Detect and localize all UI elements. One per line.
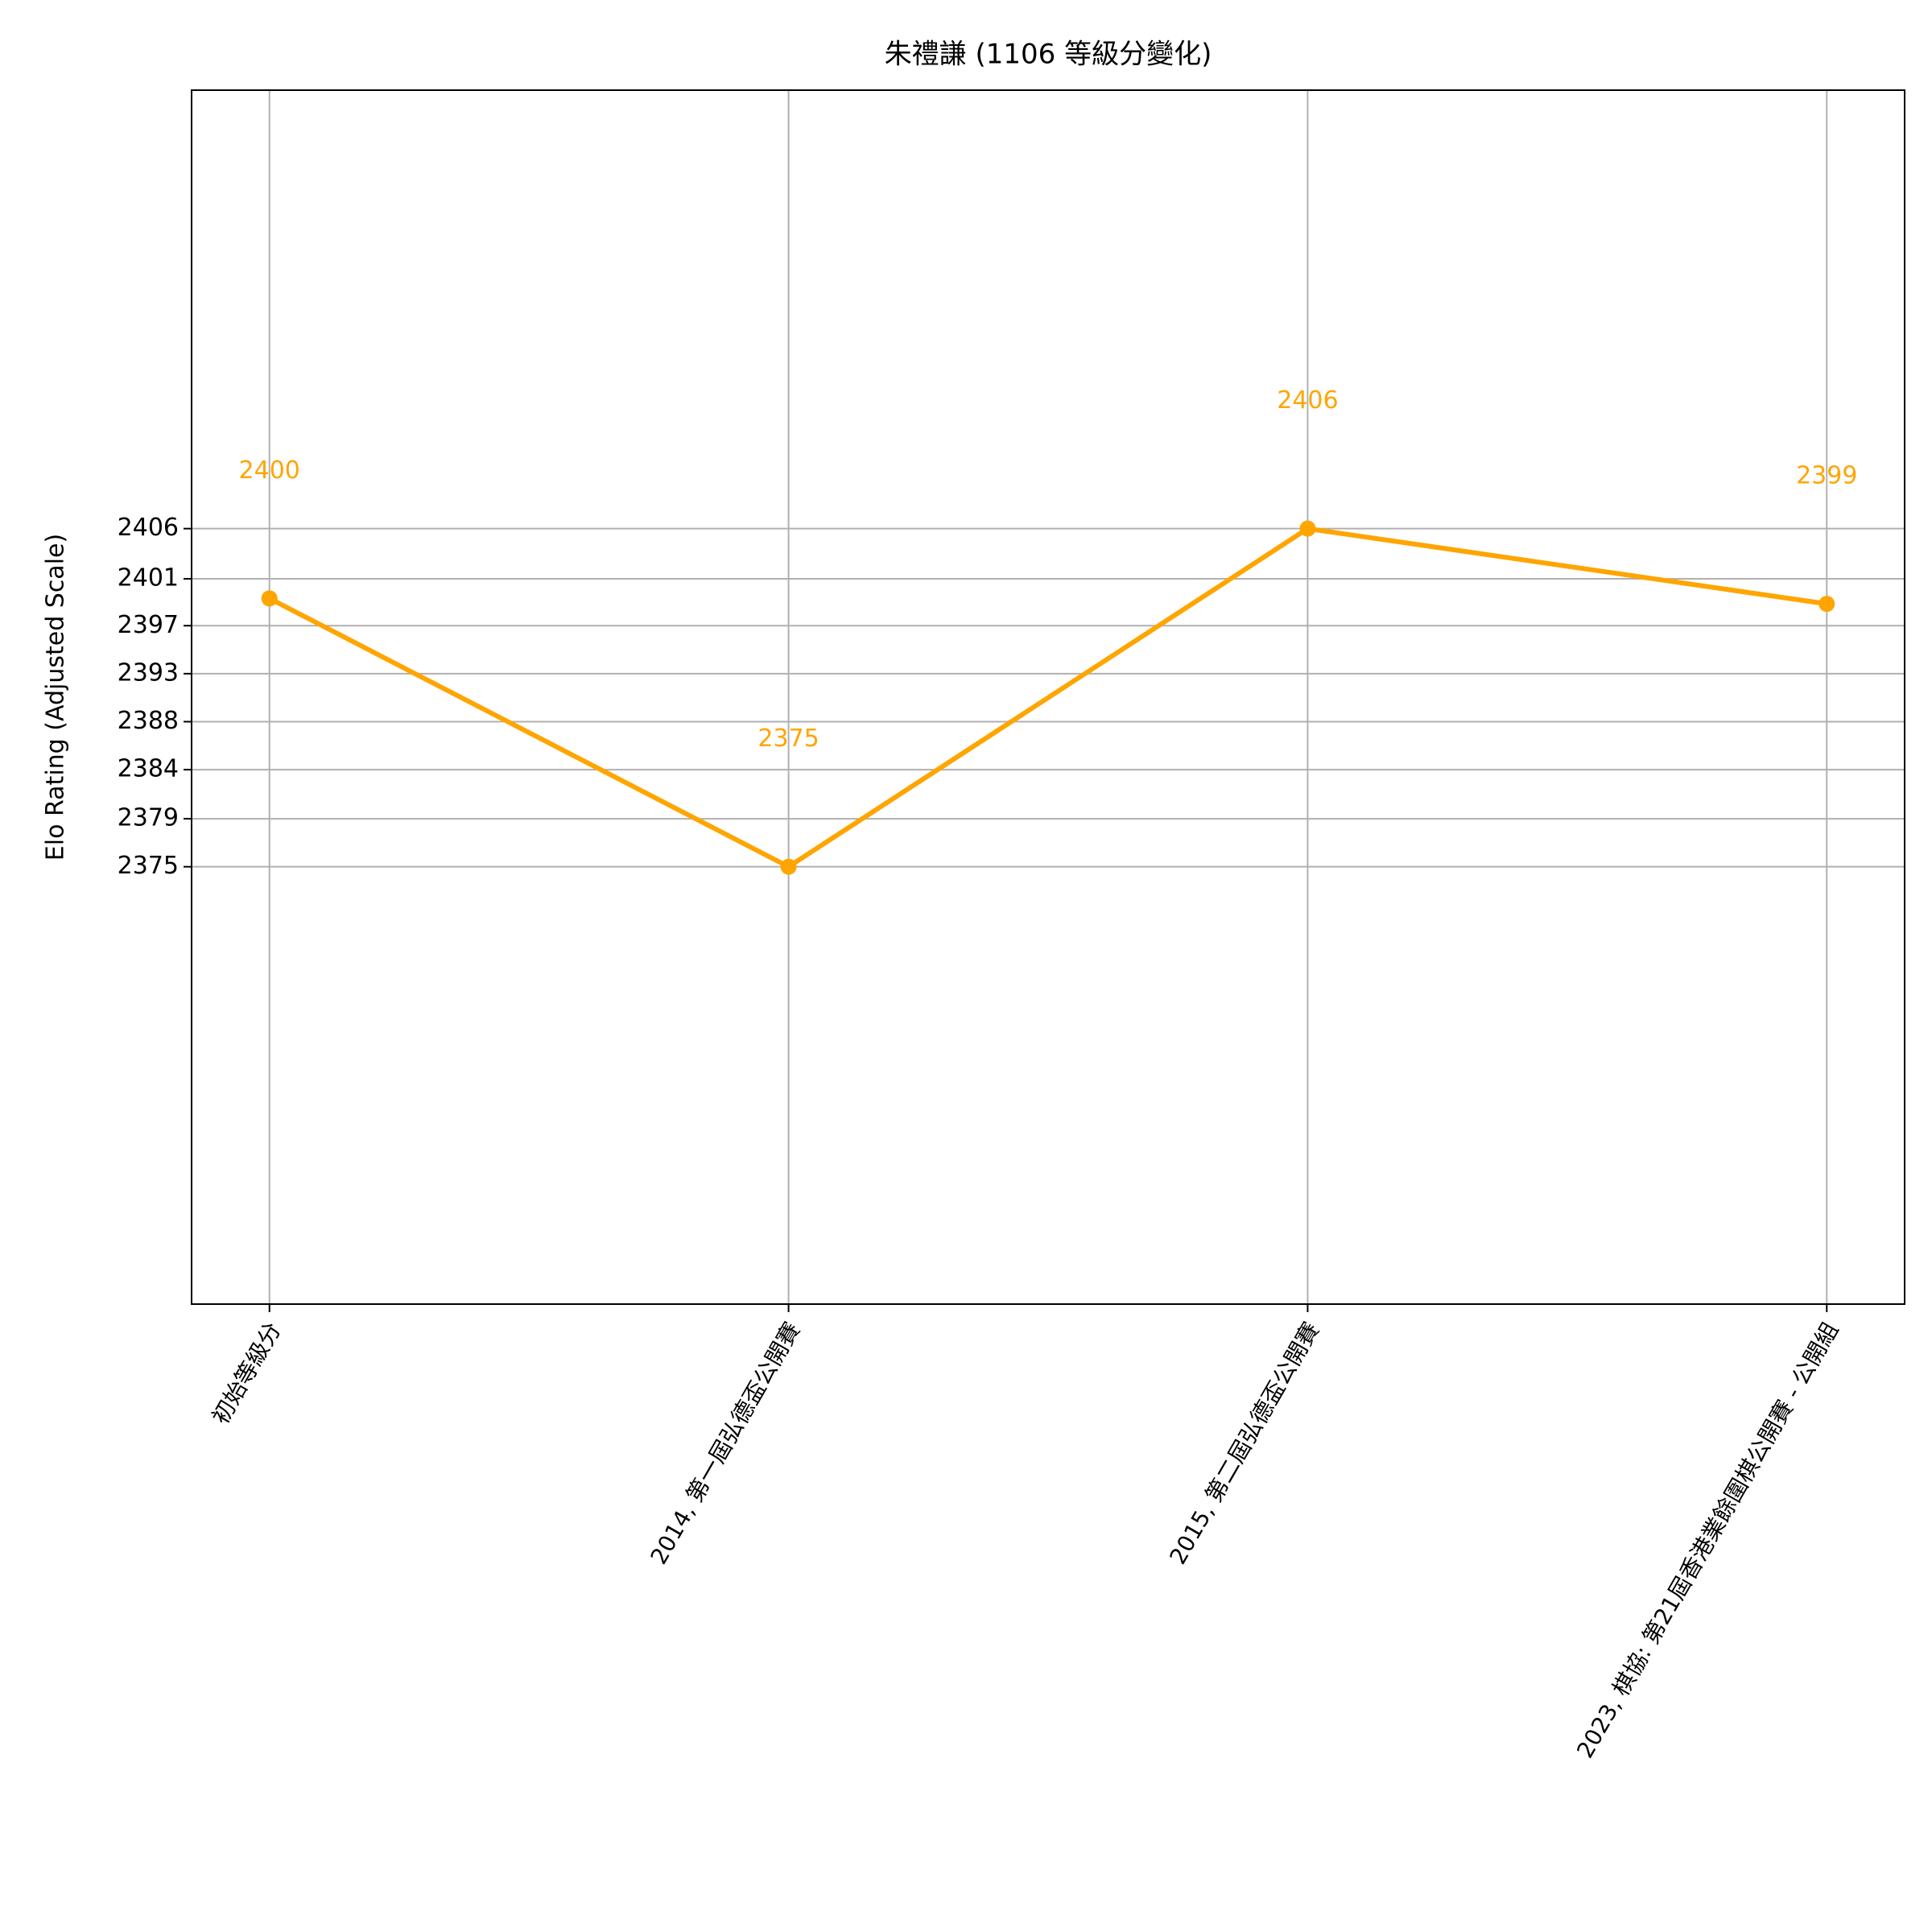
marker [261,590,278,607]
chart-title: 朱禮謙 (1106 等級分變化) [885,39,1212,71]
value-label: 2406 [1277,386,1338,415]
marker [1299,520,1316,537]
plot-frame [191,89,1905,1305]
y-tick-label: 2393 [118,658,179,687]
line [268,526,1827,869]
marker [1818,596,1835,613]
value-label: 2399 [1796,462,1857,490]
y-tick-label: 2397 [118,611,179,639]
y-tick-label: 2375 [118,852,179,880]
value-label: 2400 [239,456,300,485]
y-tick-label: 2388 [118,707,179,735]
y-tick-label: 2406 [118,514,179,542]
y-tick-label: 2401 [118,564,179,592]
y-tick-label: 2379 [118,804,179,832]
marker [780,858,797,875]
y-axis-label: Elo Rating (Adjusted Scale) [42,534,70,861]
y-tick-label: 2384 [118,755,179,783]
value-label: 2375 [758,724,819,753]
